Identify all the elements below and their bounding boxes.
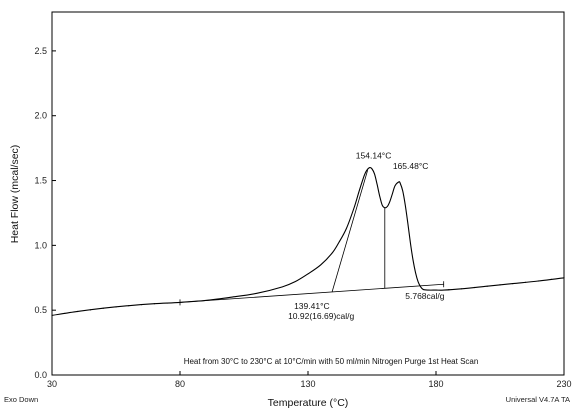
y-tick-label: 0.0: [34, 370, 47, 380]
x-tick-label: 230: [556, 379, 571, 389]
heat-flow-curve: [51, 166, 565, 316]
curve-sample-point: [537, 280, 540, 282]
curve-sample-point: [550, 278, 552, 280]
integration-baseline: [179, 283, 444, 303]
curve-sample-point: [89, 309, 91, 311]
curve-sample-point: [499, 284, 501, 286]
y-tick-label: 2.5: [34, 46, 47, 56]
software-version-label: Universal V4.7A TA: [506, 395, 570, 404]
curve-sample-point: [153, 303, 155, 305]
curve-sample-point: [461, 288, 463, 290]
y-axis-label: Heat Flow (mcal/sec): [9, 145, 21, 244]
curve-sample-point: [525, 281, 527, 283]
curve-sample-point: [115, 306, 117, 308]
curve-sample-point: [128, 305, 130, 307]
onset-tangent-line: [331, 170, 369, 293]
x-axis-label: Temperature (°C): [268, 397, 349, 409]
y-tick-label: 2.0: [34, 111, 47, 121]
x-axis-ticks: 30 80 130 180 230: [47, 371, 572, 389]
enthalpy-total-label: 10.92(16.69)cal/g: [288, 311, 354, 321]
y-axis-ticks: 0.0 0.5 1.0 1.5 2.0 2.5: [34, 46, 56, 380]
chart-marks: [51, 166, 565, 316]
curve-sample-point: [141, 304, 143, 306]
x-tick-label: 30: [47, 379, 57, 389]
peak1-temperature-label: 154.14°C: [356, 151, 392, 161]
enthalpy-second-peak-label: 5.768cal/g: [405, 291, 444, 301]
onset-temperature-label: 139.41°C: [294, 301, 330, 311]
curve-sample-point: [512, 283, 514, 285]
curve-sample-point: [473, 286, 475, 289]
curve-sample-point: [77, 310, 79, 313]
curve-sample-point: [64, 312, 66, 315]
peak2-temperature-label: 165.48°C: [393, 161, 429, 171]
y-tick-label: 0.5: [34, 305, 47, 315]
curve-sample-point: [166, 302, 168, 304]
curve-sample-point: [102, 307, 104, 309]
curve-sample-point: [486, 285, 488, 287]
curve-sample-point: [448, 289, 450, 291]
x-tick-label: 80: [175, 379, 185, 389]
x-tick-label: 130: [300, 379, 315, 389]
run-conditions-note: Heat from 30°C to 230°C at 10°C/min with…: [184, 357, 479, 366]
exo-direction-label: Exo Down: [4, 395, 38, 404]
curve-sample-point: [51, 314, 53, 316]
x-tick-label: 180: [428, 379, 443, 389]
y-tick-label: 1.5: [34, 176, 47, 186]
curve-sample-point: [563, 277, 565, 279]
y-tick-label: 1.0: [34, 240, 47, 250]
